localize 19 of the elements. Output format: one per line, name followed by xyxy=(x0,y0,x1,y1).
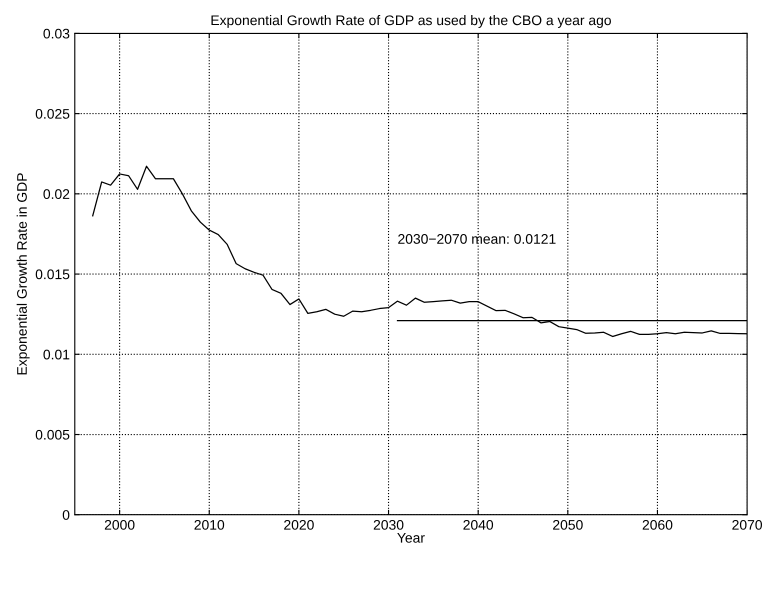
x-tick-label: 2010 xyxy=(194,520,224,530)
y-tick-label: 0 xyxy=(62,510,70,520)
annotation: 2030−2070 mean: 0.0121 xyxy=(398,234,556,244)
x-axis-title: Year xyxy=(397,533,425,543)
x-tick-label: 2040 xyxy=(463,520,494,530)
x-tick-label: 2050 xyxy=(553,520,583,530)
y-tick-label: 0.015 xyxy=(36,269,70,280)
x-tick-label: 2060 xyxy=(642,520,672,530)
y-tick-label: 0.03 xyxy=(43,28,70,39)
x-tick-label: 2020 xyxy=(284,520,314,530)
chart-title: Exponential Growth Rate of GDP as used by the CBO a year ago xyxy=(211,14,611,28)
y-axis-title: Exponential Growth Rate in GDP xyxy=(16,173,30,374)
x-tick-label: 2030 xyxy=(374,520,404,530)
y-tick-label: 0.02 xyxy=(43,189,70,200)
y-tick-label: 0.025 xyxy=(36,108,70,119)
x-tick-label: 2070 xyxy=(732,520,762,530)
y-tick-label: 0.005 xyxy=(36,430,70,440)
x-tick-label: 2000 xyxy=(104,520,135,530)
y-tick-label: 0.01 xyxy=(43,350,70,360)
